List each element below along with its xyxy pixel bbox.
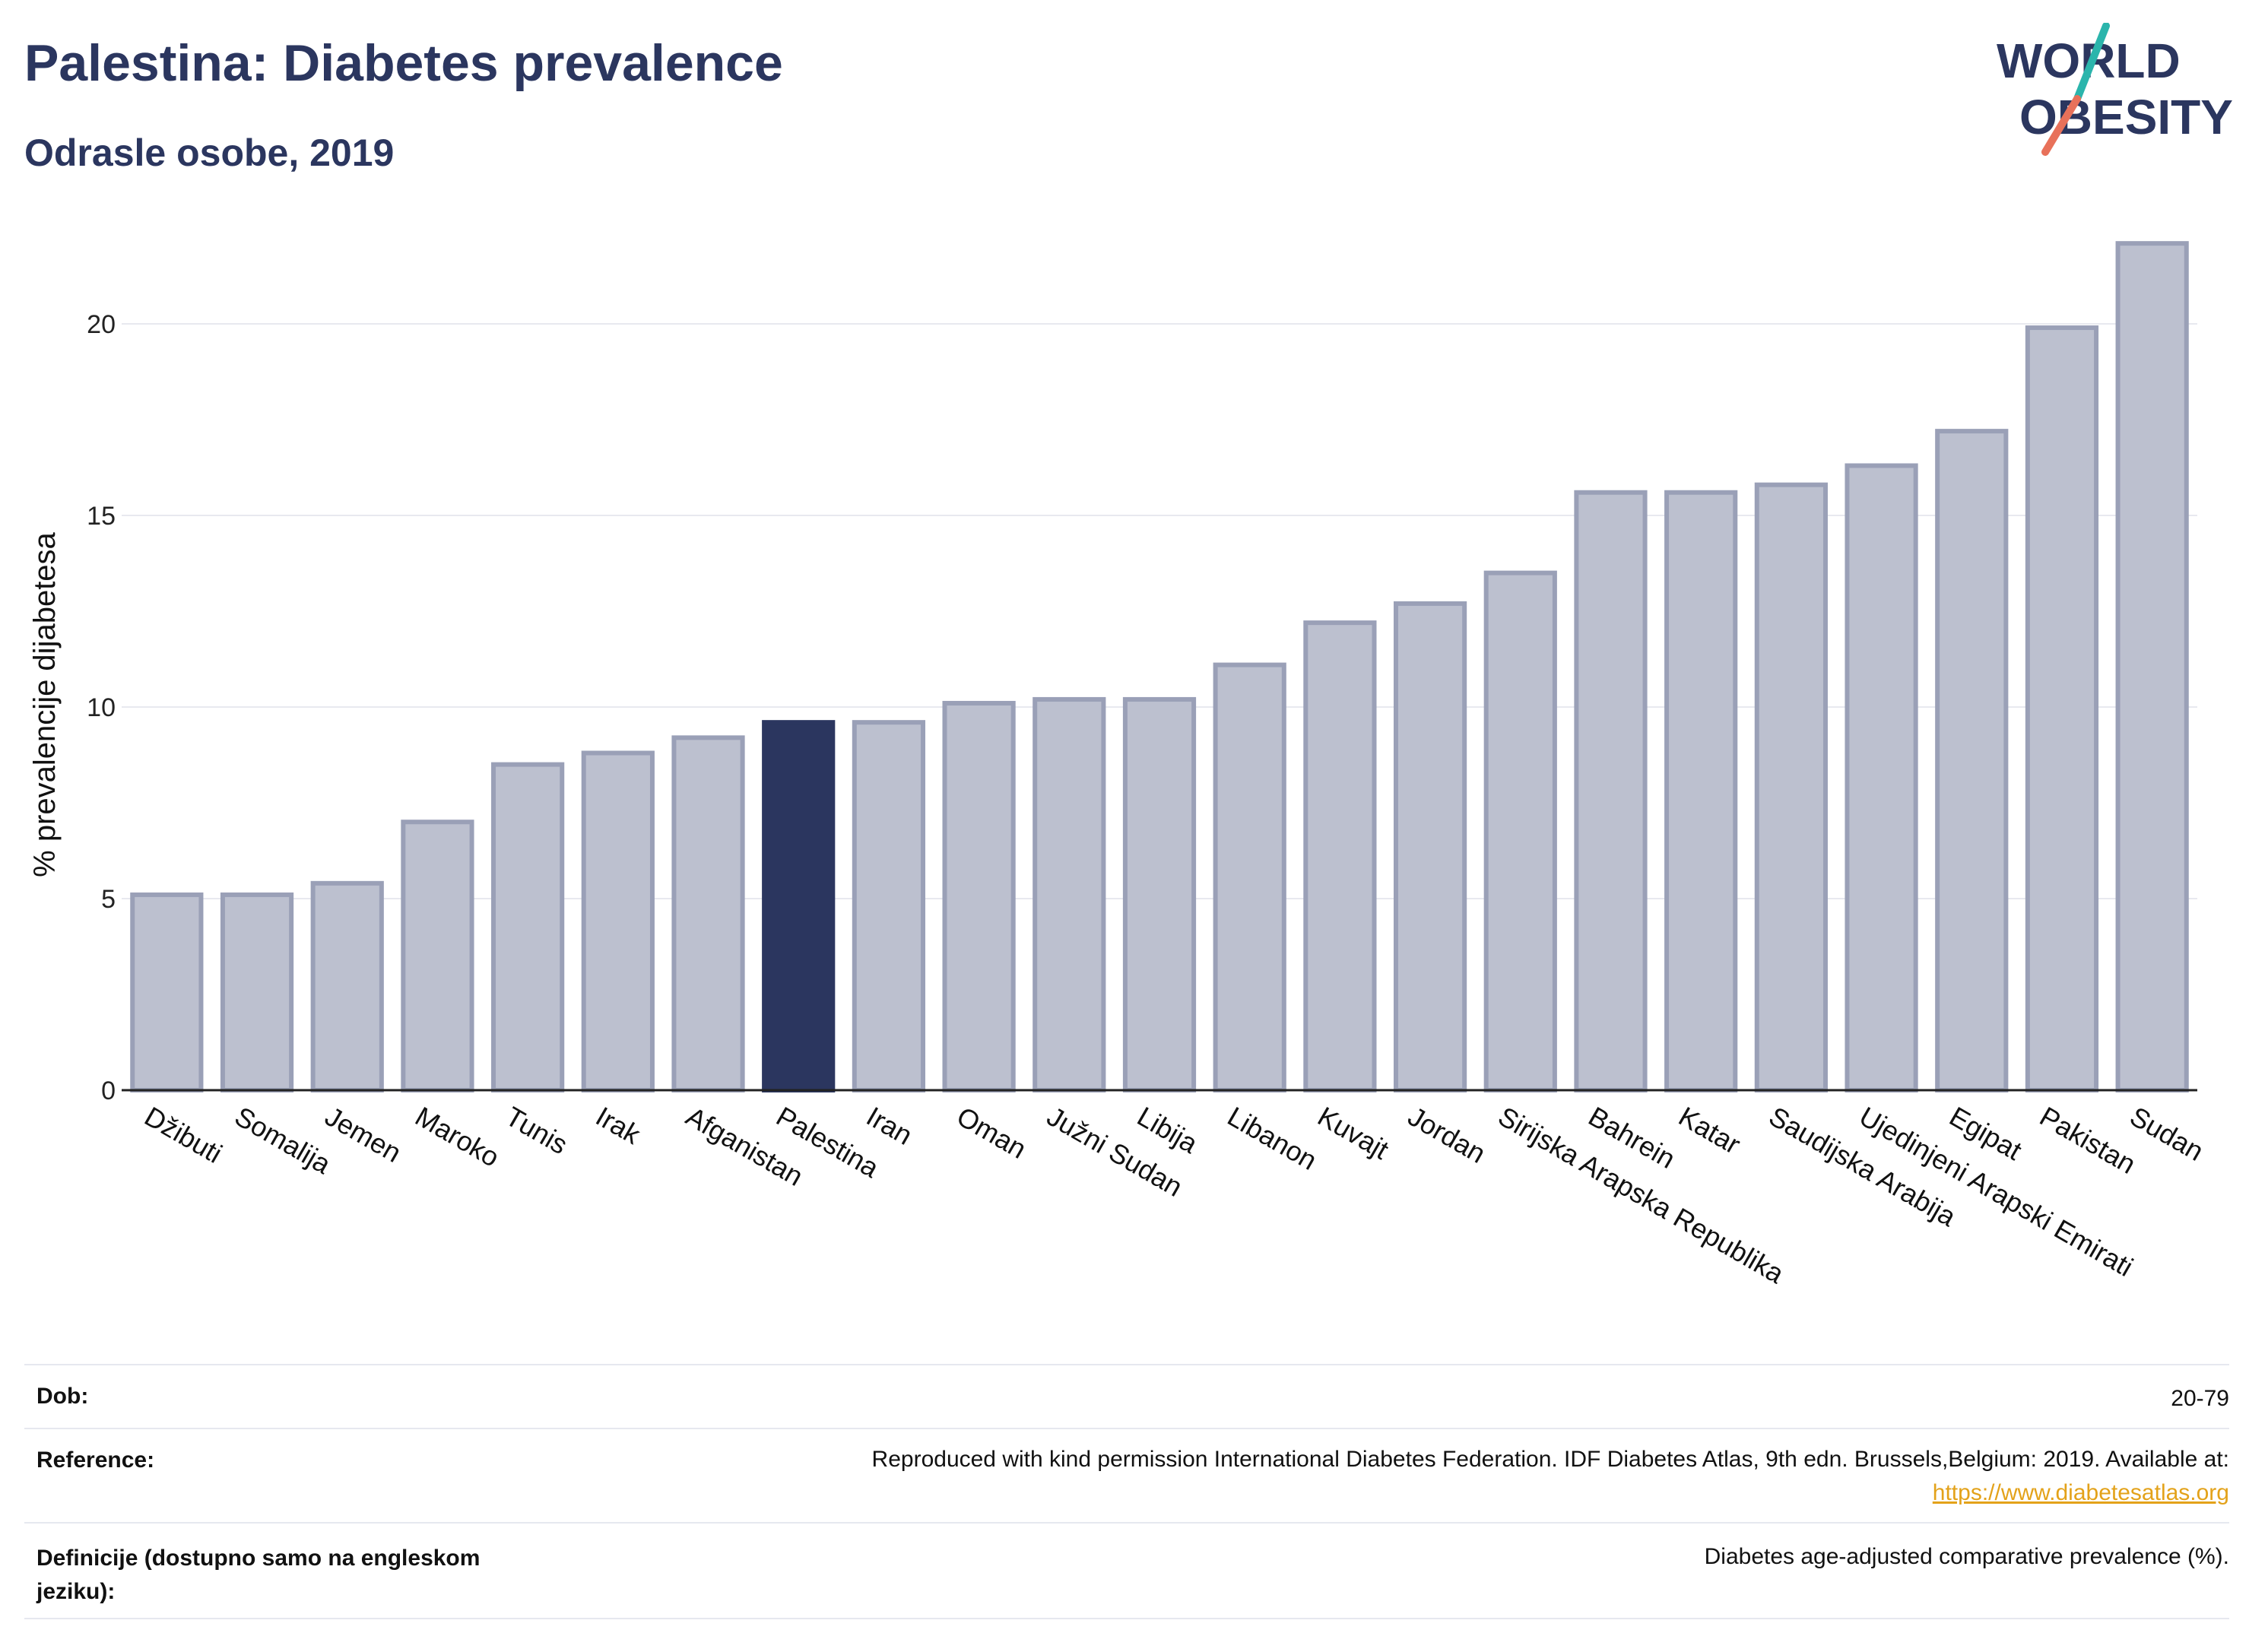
world-obesity-logo: WORLD OBESITY xyxy=(1997,23,2233,156)
y-tick-label: 0 xyxy=(101,1076,116,1105)
bar xyxy=(1303,620,1377,1092)
age-value: 20-79 xyxy=(2171,1386,2229,1411)
y-tick-label: 20 xyxy=(87,310,116,339)
bar xyxy=(401,820,474,1092)
page-title: Palestina: Diabetes prevalence xyxy=(24,34,783,92)
x-tick-label: Somalija xyxy=(230,1100,337,1180)
bar xyxy=(1574,490,1648,1092)
meta-row-definition: Definicije (dostupno samo na engleskom j… xyxy=(24,1522,2229,1619)
bar xyxy=(581,750,655,1092)
x-tick-label: Džibuti xyxy=(139,1100,227,1169)
bar xyxy=(1845,463,1918,1092)
bar xyxy=(1664,490,1738,1092)
bar xyxy=(2115,241,2189,1092)
bar xyxy=(1935,429,2009,1092)
definition-label-line2: jeziku): xyxy=(36,1579,116,1604)
meta-row-reference: Reference: Reproduced with kind permissi… xyxy=(24,1428,2229,1524)
x-tick-label: Pakistan xyxy=(2035,1100,2141,1180)
bar xyxy=(1033,696,1106,1092)
y-axis-label: % prevalencije dijabetesa xyxy=(28,531,62,877)
y-tick-label: 5 xyxy=(101,885,116,914)
x-tick-label: Jordan xyxy=(1403,1100,1491,1169)
bar xyxy=(1122,696,1197,1092)
bar xyxy=(1393,601,1467,1092)
meta-row-age: Dob: 20-79 xyxy=(24,1364,2229,1429)
bar xyxy=(942,700,1016,1093)
bar xyxy=(310,880,384,1092)
age-label: Dob: xyxy=(36,1384,89,1409)
logo-slash-bottom xyxy=(2041,95,2081,156)
x-tick-label: Katar xyxy=(1673,1100,1746,1160)
bar xyxy=(2025,325,2099,1093)
bar xyxy=(1754,482,1828,1092)
x-tick-label: Tunis xyxy=(500,1100,573,1160)
x-tick-label: Oman xyxy=(952,1100,1032,1165)
bar xyxy=(671,735,745,1092)
reference-link[interactable]: https://www.diabetesatlas.org xyxy=(1932,1480,2229,1505)
bar xyxy=(220,892,294,1092)
y-tick-label: 10 xyxy=(87,693,116,722)
y-tick-label: 15 xyxy=(87,502,116,531)
reference-label: Reference: xyxy=(36,1447,155,1473)
x-tick-label: Iran xyxy=(861,1100,918,1151)
x-tick-label: Kuvajt xyxy=(1312,1100,1394,1165)
bar xyxy=(852,720,926,1092)
logo-slash-top xyxy=(2073,23,2110,103)
definition-value: Diabetes age-adjusted comparative preval… xyxy=(1704,1544,2229,1569)
reference-value: Reproduced with kind permission Internat… xyxy=(481,1443,2229,1510)
definition-label-line1: Definicije (dostupno samo na engleskom xyxy=(36,1546,481,1571)
bar xyxy=(762,720,836,1092)
reference-text: Reproduced with kind permission Internat… xyxy=(871,1447,2229,1472)
x-tick-label: Irak xyxy=(591,1100,646,1150)
bar xyxy=(491,762,565,1092)
definition-label: Definicije (dostupno samo na engleskom j… xyxy=(36,1542,480,1609)
bar xyxy=(130,892,204,1092)
page-subtitle: Odrasle osobe, 2019 xyxy=(24,132,395,174)
bar xyxy=(1213,662,1286,1092)
bar xyxy=(1483,570,1557,1092)
x-tick-label: Maroko xyxy=(410,1100,504,1173)
x-tick-label: Libanon xyxy=(1223,1100,1322,1176)
